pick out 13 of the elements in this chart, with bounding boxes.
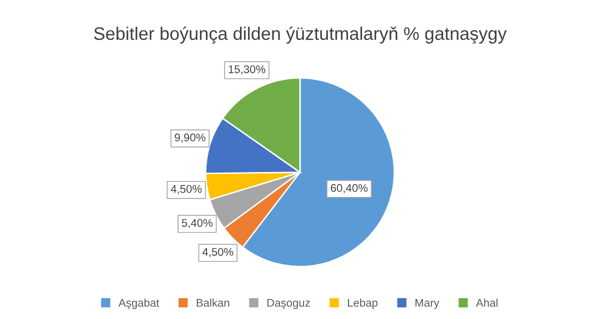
data-label: 9,90%: [174, 134, 206, 143]
data-label: 5,40%: [182, 218, 213, 228]
data-label: 60,40%: [330, 184, 368, 194]
chart-title: Sebitler boýunça dilden ýüztutmalaryň % gatnaşygy: [94, 26, 507, 44]
legend-label: Daşoguz: [267, 299, 310, 309]
legend-label: Balkan: [196, 298, 230, 307]
data-label: 4,50%: [202, 248, 234, 258]
legend-label: Aşgabat: [118, 298, 160, 309]
data-label: 15,30%: [228, 65, 266, 75]
legend-label: Ahal: [476, 298, 498, 307]
legend-label: Lebap: [348, 298, 378, 309]
legend-label: Mary: [416, 299, 440, 309]
data-label: 4,50%: [170, 185, 202, 194]
